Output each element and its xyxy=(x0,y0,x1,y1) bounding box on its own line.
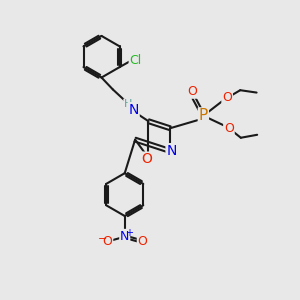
Text: H: H xyxy=(124,99,133,109)
Text: O: O xyxy=(103,235,112,248)
Text: P: P xyxy=(199,108,208,123)
Text: O: O xyxy=(224,122,234,135)
Text: +: + xyxy=(125,228,134,238)
Text: O: O xyxy=(138,235,148,248)
Text: N: N xyxy=(167,144,177,158)
Text: N: N xyxy=(120,230,129,243)
Text: N: N xyxy=(128,103,139,117)
Text: −: − xyxy=(98,234,107,244)
Text: O: O xyxy=(222,92,232,104)
Text: Cl: Cl xyxy=(130,54,142,67)
Text: O: O xyxy=(188,85,197,98)
Text: O: O xyxy=(142,152,152,167)
